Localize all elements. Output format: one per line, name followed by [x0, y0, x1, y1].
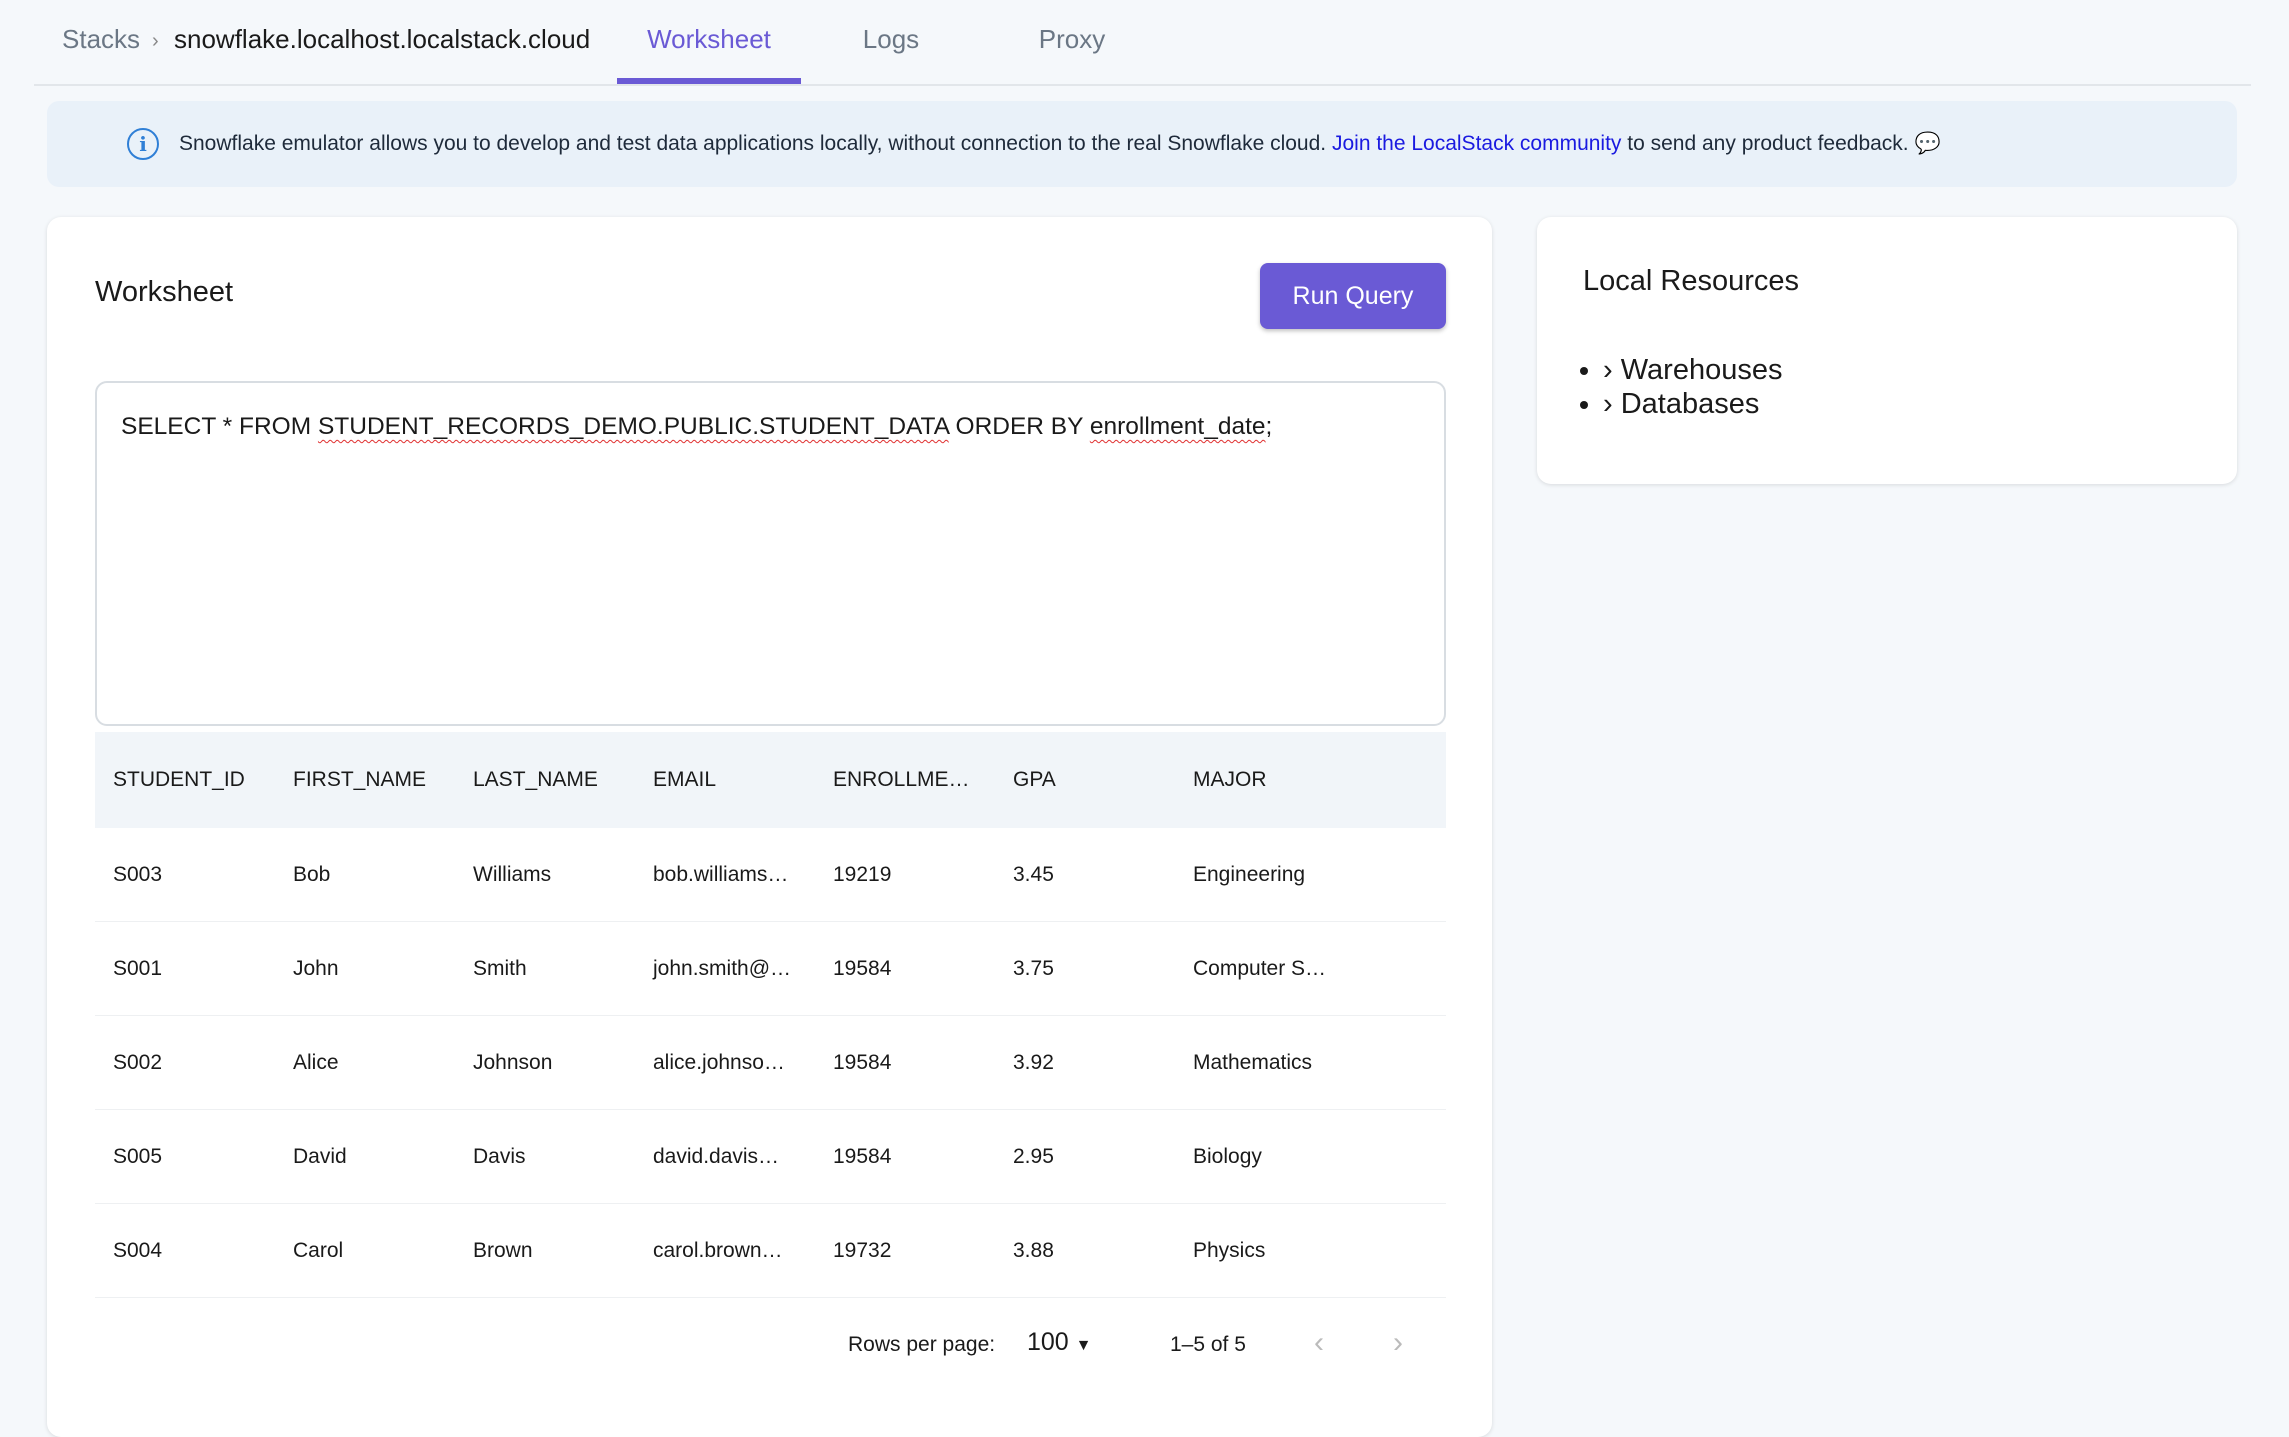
local-resources-card: Local Resources › Warehouses › Databases — [1537, 217, 2237, 484]
column-header[interactable]: MAJOR — [1193, 768, 1267, 791]
table-cell: Mathematics — [1193, 1050, 1313, 1074]
chevron-right-icon: › — [1603, 354, 1613, 386]
chat-bubble-icon: 💬 — [1914, 132, 1941, 155]
table-cell: Carol — [293, 1238, 344, 1262]
tab-logs[interactable]: Logs — [862, 24, 920, 54]
table-cell: alice.johnso… — [653, 1050, 785, 1074]
table-cell: Davis — [473, 1144, 526, 1168]
info-banner: i Snowflake emulator allows you to devel… — [47, 101, 2237, 187]
resource-warehouses[interactable]: › Warehouses — [1603, 353, 1782, 387]
table-cell: 19584 — [833, 1144, 892, 1168]
table-cell: carol.brown… — [653, 1238, 783, 1262]
table-cell: Physics — [1193, 1238, 1266, 1262]
table-cell: Engineering — [1193, 862, 1306, 886]
table-row[interactable]: S001 John Smith john.smith@… 19584 3.75 Comput… — [95, 922, 1446, 1016]
resources-list: › Warehouses › Databases — [1563, 353, 1782, 421]
table-cell: Smith — [473, 956, 527, 980]
tab-worksheet[interactable]: Worksheet — [647, 24, 771, 54]
banner-suffix: to send any product feedback. — [1627, 132, 1909, 155]
breadcrumb-stack-name: snowflake.localhost.localstack.cloud — [174, 24, 591, 54]
local-resources-title: Local Resources — [1583, 265, 1799, 297]
table-cell: 2.95 — [1013, 1144, 1054, 1168]
table-row[interactable]: S002 Alice Johnson alice.johnso… 19584 3.92 Ma… — [95, 1016, 1446, 1110]
column-header[interactable]: GPA — [1013, 768, 1056, 791]
query-editor[interactable]: SELECT * FROM STUDENT_RECORDS_DEMO.PUBLI… — [95, 381, 1446, 726]
resource-databases[interactable]: › Databases — [1603, 387, 1782, 421]
table-cell: david.davis… — [653, 1144, 780, 1168]
table-cell: Biology — [1193, 1144, 1262, 1168]
table-cell: 19584 — [833, 956, 892, 980]
table-row[interactable]: S003 Bob Williams bob.williams… 19219 3.45 Eng… — [95, 828, 1446, 922]
table-cell: Bob — [293, 862, 331, 886]
table-cell: 3.45 — [1013, 862, 1054, 886]
banner-message: Snowflake emulator allows you to develop… — [179, 132, 1327, 155]
top-nav: Stacks › snowflake.localhost.localstack.… — [34, 0, 2251, 86]
table-cell: S005 — [113, 1144, 163, 1168]
table-cell: Computer S… — [1193, 956, 1327, 980]
pagination-range: 1–5 of 5 — [1170, 1333, 1246, 1356]
column-header[interactable]: STUDENT_ID — [113, 768, 245, 791]
community-link[interactable]: Join the LocalStack community — [1331, 132, 1622, 155]
table-cell: David — [293, 1144, 347, 1168]
table-cell: john.smith@… — [653, 956, 792, 980]
table-cell: S002 — [113, 1050, 163, 1074]
query-text: ORDER BY — [948, 413, 1090, 440]
column-header[interactable]: ENROLLME… — [833, 768, 970, 791]
table-cell: S003 — [113, 862, 163, 886]
next-page-button[interactable]: › — [1393, 1326, 1403, 1359]
table-row[interactable]: S005 David Davis david.davis… 19584 2.95 Biolo… — [95, 1110, 1446, 1204]
column-header[interactable]: EMAIL — [653, 768, 717, 791]
active-tab-indicator — [617, 78, 801, 84]
table-cell: Williams — [473, 862, 552, 886]
resource-label: Databases — [1620, 388, 1760, 420]
rows-per-page-value: 100 — [1027, 1328, 1069, 1356]
rows-per-page-label: Rows per page: — [848, 1333, 996, 1356]
query-text: enrollment_date — [1089, 413, 1266, 440]
query-text: ; — [1265, 413, 1273, 440]
breadcrumb-stacks[interactable]: Stacks — [62, 24, 141, 54]
results-table-header: STUDENT_ID FIRST_NAME LAST_NAME EMAIL ENROLL… — [95, 732, 1446, 828]
resource-label: Warehouses — [1620, 354, 1783, 386]
table-cell: Johnson — [473, 1050, 553, 1074]
table-row[interactable]: S004 Carol Brown carol.brown… 19732 3.88 Physi… — [95, 1204, 1446, 1298]
banner-text: Snowflake emulator allows you to develop… — [179, 132, 1941, 156]
table-cell: 3.92 — [1013, 1050, 1054, 1074]
table-cell: S004 — [113, 1238, 163, 1262]
breadcrumb-separator: › — [152, 30, 159, 52]
tab-proxy[interactable]: Proxy — [1038, 24, 1106, 54]
table-cell: John — [293, 956, 339, 980]
table-cell: S001 — [113, 956, 163, 980]
table-cell: 19219 — [833, 862, 892, 886]
info-icon: i — [127, 128, 159, 160]
table-cell: Alice — [293, 1050, 339, 1074]
table-cell: bob.williams… — [653, 862, 789, 886]
rows-per-page-select[interactable]: 100 ▼ — [1027, 1328, 1092, 1357]
table-cell: 3.75 — [1013, 956, 1054, 980]
column-header[interactable]: LAST_NAME — [473, 768, 598, 791]
table-cell: 19732 — [833, 1238, 892, 1262]
table-cell: 3.88 — [1013, 1238, 1054, 1262]
worksheet-title: Worksheet — [95, 276, 234, 308]
table-cell: 19584 — [833, 1050, 892, 1074]
run-query-button[interactable]: Run Query — [1260, 263, 1446, 329]
query-text: STUDENT_RECORDS_DEMO.PUBLIC.STUDENT_DATA — [317, 413, 949, 440]
previous-page-button[interactable]: ‹ — [1314, 1326, 1324, 1359]
column-header[interactable]: FIRST_NAME — [293, 768, 427, 791]
chevron-right-icon: › — [1603, 388, 1613, 420]
caret-down-icon: ▼ — [1075, 1337, 1092, 1354]
table-cell: Brown — [473, 1238, 533, 1262]
query-text: SELECT * FROM — [121, 413, 318, 440]
